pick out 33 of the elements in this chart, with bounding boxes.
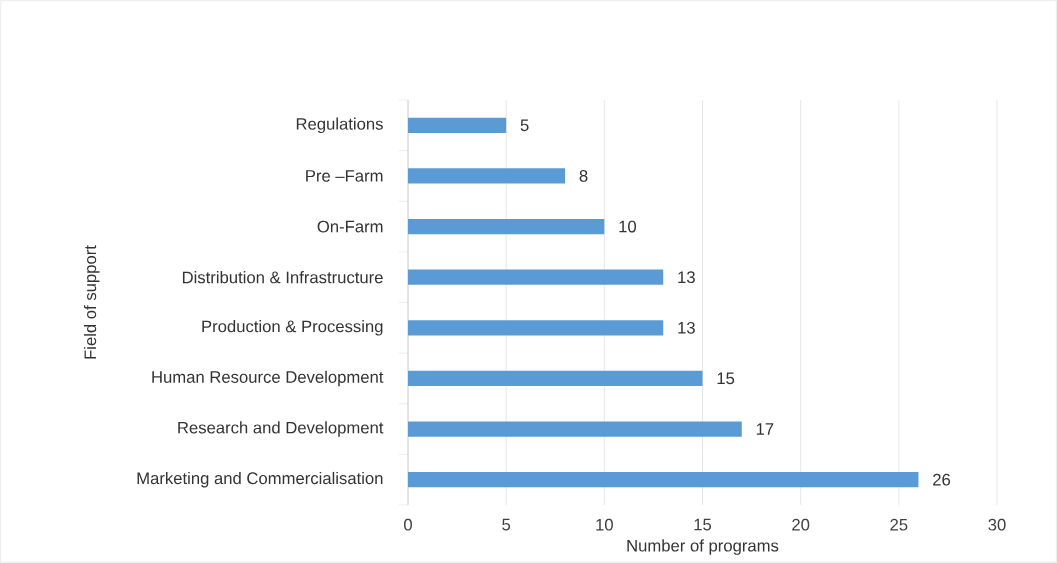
data-label: 17 bbox=[756, 423, 774, 435]
data-label: 10 bbox=[619, 220, 637, 233]
bar bbox=[408, 218, 605, 235]
bar bbox=[408, 320, 664, 336]
x-tick-label: 10 bbox=[596, 518, 613, 531]
bar bbox=[408, 370, 703, 387]
y-tick-label: Pre –Farm bbox=[306, 170, 383, 182]
x-axis-title: Number of programs bbox=[627, 539, 779, 555]
y-axis-title: Field of support bbox=[83, 245, 100, 359]
x-tick-label: 20 bbox=[792, 518, 810, 531]
x-tick-label: 0 bbox=[404, 518, 412, 531]
bar bbox=[408, 472, 919, 488]
bar bbox=[408, 117, 507, 133]
x-tick-label: 30 bbox=[988, 518, 1006, 531]
bar bbox=[408, 421, 742, 437]
x-tick-label: 15 bbox=[694, 518, 712, 531]
y-tick-label: Production & Processing bbox=[202, 320, 383, 336]
y-tick-label: Marketing and Commercialisation bbox=[137, 471, 383, 488]
data-label: 26 bbox=[933, 473, 951, 486]
y-tick-label: Research and Development bbox=[178, 421, 384, 437]
x-tick-label: 5 bbox=[502, 518, 511, 531]
data-label: 5 bbox=[520, 119, 529, 132]
x-tick-label: 25 bbox=[890, 518, 908, 531]
y-tick-label: Distribution & Infrastructure bbox=[182, 271, 383, 284]
y-tick-label: On-Farm bbox=[317, 220, 383, 233]
bar bbox=[408, 269, 664, 285]
bar bbox=[408, 168, 566, 184]
data-label: 13 bbox=[678, 271, 695, 284]
data-label: 8 bbox=[579, 170, 588, 182]
y-tick-label: Human Resource Development bbox=[152, 370, 384, 387]
y-tick-label: Regulations bbox=[296, 117, 383, 134]
data-label: 13 bbox=[678, 321, 695, 334]
data-label: 15 bbox=[717, 372, 735, 385]
